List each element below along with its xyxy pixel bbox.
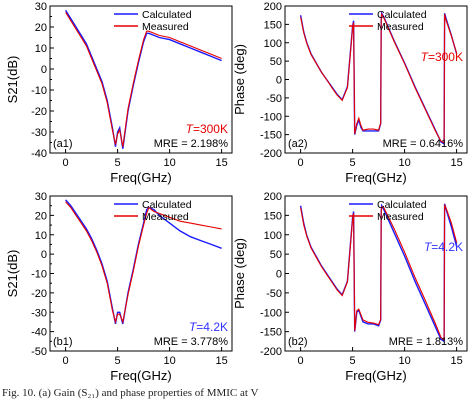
y-tick-label: 100 [264,230,282,242]
y-tick-label: -10 [31,85,47,97]
y-axis-label: Phase (deg) [232,238,247,309]
legend-label: Calculated [377,9,427,21]
temperature-symbol: T [421,50,430,64]
temperature-symbol: T [189,320,198,334]
panel-a2: 0 5 10 15 -200 -150 -100 -50 0 50 100 150 200 Freq(GH… [232,1,468,185]
x-tick-label: 0 [63,355,69,367]
y-tick-label: -50 [266,288,282,300]
mre-label: MRE = 0.6416% [383,138,464,150]
x-tick-label: 10 [398,157,410,169]
y-tick-label: -10 [31,269,47,281]
mre-label: MRE = 3.778% [154,336,229,348]
y-axis-label: S21(dB) [5,250,20,298]
y-tick-label: 30 [35,1,47,13]
y-tick-label: -50 [266,93,282,105]
y-tick-label: 200 [264,191,282,203]
y-tick-label: -150 [260,130,282,142]
legend-label: Measured [377,21,424,33]
plot-frame [284,195,468,352]
y-tick-label: -30 [31,127,47,139]
x-tick-label: 0 [298,157,304,169]
y-tick-label: 20 [35,22,47,34]
y-tick-label: -20 [31,106,47,118]
temperature-symbol: T [424,240,433,254]
x-tick-label: 10 [163,157,175,169]
series-line-measured [65,201,222,325]
x-tick-label: 5 [115,157,121,169]
y-tick-label: 150 [264,19,282,31]
y-tick-label: 10 [35,43,47,55]
series-line-measured [300,204,458,342]
x-axis-label: Freq(GHz) [345,368,406,383]
y-tick-label: 50 [270,56,282,68]
y-tick-label: 50 [270,249,282,261]
y-tick-label: 10 [35,230,47,242]
x-tick-label: 5 [350,355,356,367]
legend-label: Calculated [142,199,192,211]
series-line-measured [65,12,222,147]
y-tick-label: -50 [31,346,47,358]
temperature-label: T=300K [421,50,463,64]
series-line-measured [300,12,458,144]
y-axis-label: S21(dB) [5,56,20,104]
y-tick-label: 20 [35,210,47,222]
temperature-label: T=4.2K [424,240,463,254]
temperature-label: T=4.2K [189,320,228,334]
y-tick-label: 0 [276,75,282,87]
legend-label: Measured [377,211,424,223]
temperature-value: =4.2K [431,240,463,254]
y-tick-label: -150 [260,327,282,339]
x-axis-label: Freq(GHz) [110,368,171,383]
y-axis-label: Phase (deg) [232,44,247,115]
y-tick-label: -40 [31,148,47,160]
y-tick-label: 100 [264,38,282,50]
panel-label: (a2) [288,138,308,150]
x-tick-label: 15 [215,157,227,169]
x-tick-label: 15 [215,355,227,367]
x-tick-label: 5 [115,355,121,367]
figure-caption: Fig. 10. (a) Gain (S₂₁) and phase proper… [2,387,259,399]
mre-label: MRE = 2.198% [154,138,229,150]
panel-label: (b2) [288,336,308,348]
temperature-value: =300K [193,122,228,136]
panel-label: (a1) [53,138,73,150]
legend-label: Measured [142,21,189,33]
figure: 0 5 10 15-40-30-20-100102030Freq(GHz)S21(dB… [5,1,468,383]
temperature-symbol: T [186,122,195,136]
series-line-calculated [299,203,458,343]
y-tick-label: 0 [276,269,282,281]
x-tick-label: 0 [63,157,69,169]
legend-label: Calculated [142,9,192,21]
legend-label: Calculated [377,199,427,211]
y-tick-label: 30 [35,191,47,203]
y-tick-label: 0 [41,64,47,76]
y-tick-label: -100 [260,111,282,123]
panel-b1: 0 5 10 15 -50 -40 -30 -20 -10 0 10 20 30 Freq(GHz) S21… [5,191,233,383]
y-tick-label: -20 [31,288,47,300]
y-tick-label: -200 [260,346,282,358]
x-tick-label: 0 [298,355,304,367]
x-tick-label: 5 [350,157,356,169]
panel-label: (b1) [53,336,73,348]
temperature-value: =4.2K [196,320,228,334]
y-tick-label: -40 [31,327,47,339]
x-tick-label: 10 [398,355,410,367]
y-tick-label: -200 [260,148,282,160]
mre-label: MRE = 1.813% [389,336,464,348]
y-tick-label: 0 [41,249,47,261]
x-axis-label: Freq(GHz) [345,170,406,185]
x-tick-label: 15 [450,157,462,169]
temperature-label: T=300K [186,122,228,136]
temperature-value: =300K [428,50,463,64]
x-tick-label: 10 [163,355,175,367]
y-tick-label: -100 [260,307,282,319]
panel-b2: 0 5 10 15 -200 -150 -100 -50 0 50 100 150 200 Freq(GH… [232,191,468,383]
y-tick-label: -30 [31,307,47,319]
x-axis-label: Freq(GHz) [110,170,171,185]
y-tick-label: 150 [264,210,282,222]
panel-a1: 0 5 10 15 -40 -30 -20 -10 0 10 20 30 Freq(GHz) S21(dB… [5,1,233,185]
y-tick-label: 200 [264,1,282,13]
legend-label: Measured [142,211,189,223]
x-tick-label: 15 [450,355,462,367]
